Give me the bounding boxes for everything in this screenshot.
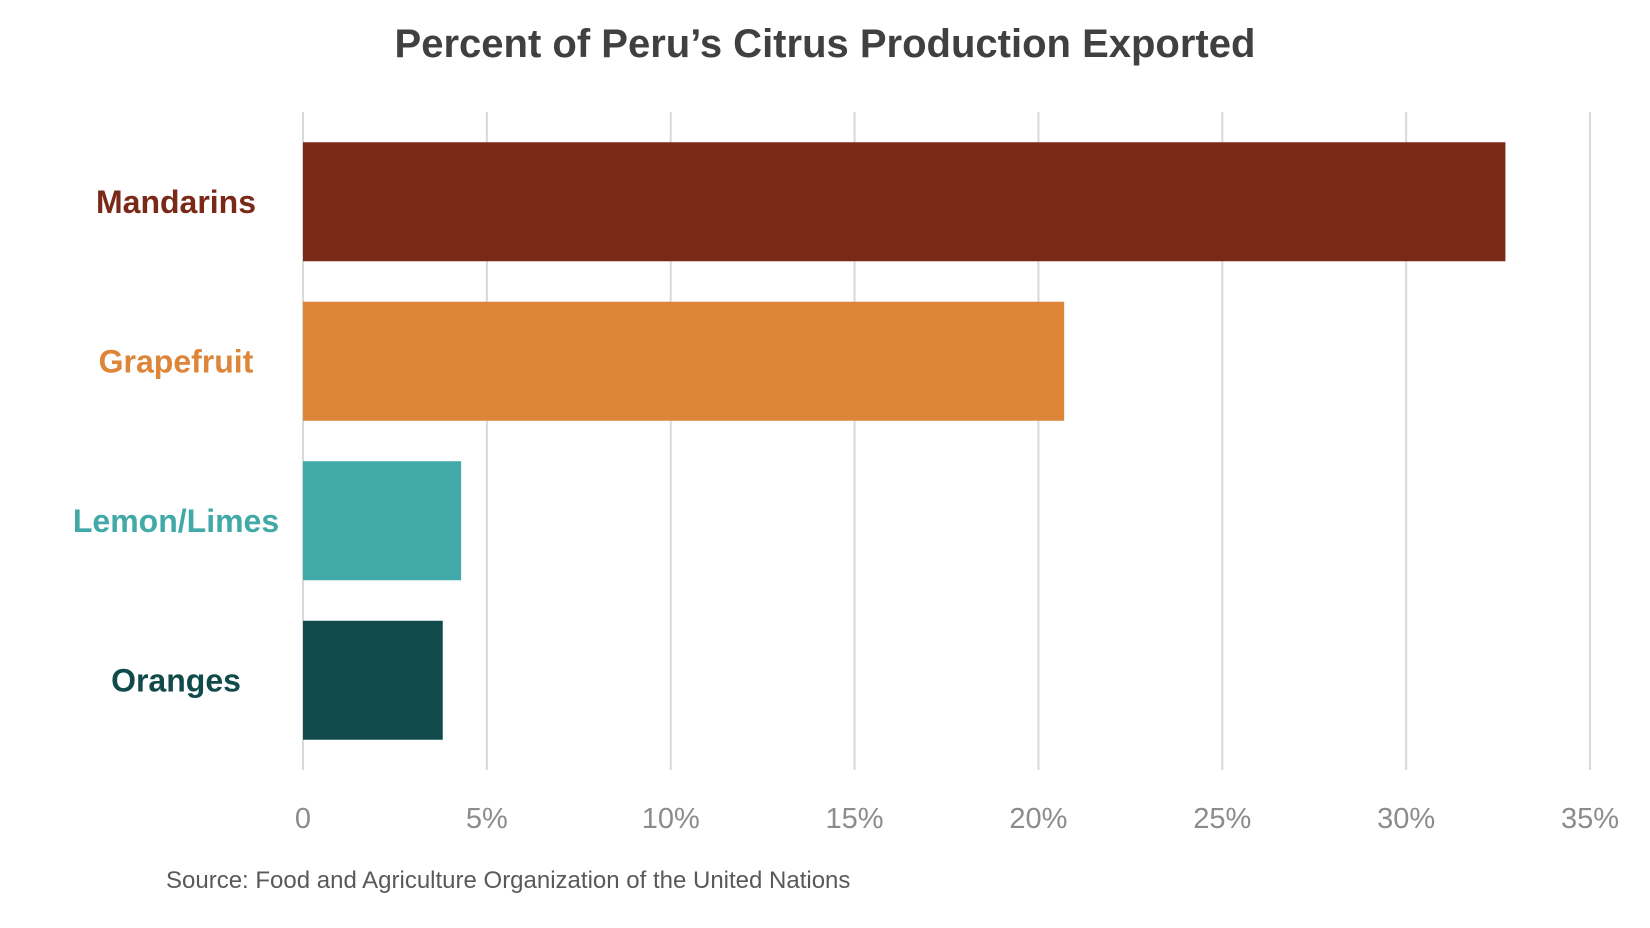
x-tick-label: 15%: [826, 803, 884, 835]
x-tick-label: 35%: [1561, 803, 1619, 835]
category-label: Mandarins: [96, 184, 256, 220]
x-tick-label: 30%: [1377, 803, 1435, 835]
x-tick-label: 25%: [1193, 803, 1251, 835]
category-label: Oranges: [111, 662, 241, 698]
bar-grapefruit: [303, 301, 1065, 421]
x-tick-label: 0: [295, 803, 311, 835]
category-label: Lemon/Limes: [73, 503, 279, 539]
x-tick-label: 10%: [642, 803, 700, 835]
x-tick-labels: 0 5% 10% 15% 20% 25% 30% 35%: [295, 803, 1619, 835]
bars: [303, 142, 1506, 740]
category-labels: Mandarins Grapefruit Lemon/Limes Oranges: [73, 184, 279, 699]
bar-mandarins: [303, 142, 1506, 262]
chart-title: Percent of Peru’s Citrus Production Expo…: [394, 22, 1256, 66]
bar-oranges: [303, 620, 443, 740]
source-note: Source: Food and Agriculture Organizatio…: [166, 867, 851, 894]
bar-lemon-limes: [303, 461, 462, 581]
category-label: Grapefruit: [99, 343, 254, 379]
x-tick-label: 20%: [1009, 803, 1067, 835]
x-tick-label: 5%: [466, 803, 508, 835]
